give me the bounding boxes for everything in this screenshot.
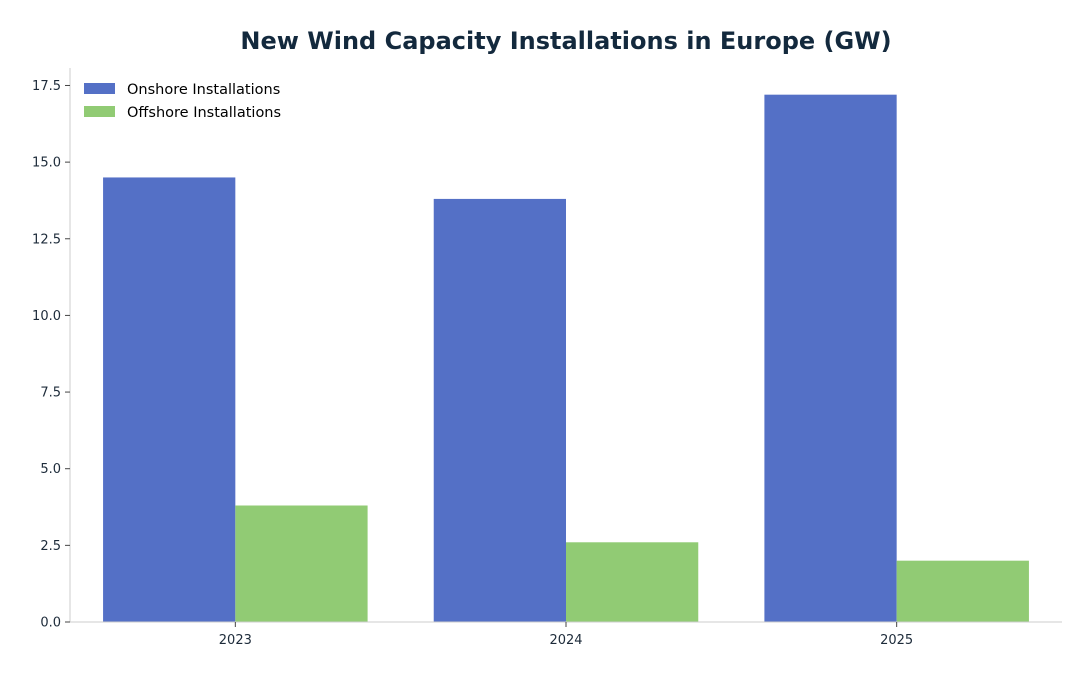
bar-onshore-installations-2025 xyxy=(764,94,897,623)
legend-swatch xyxy=(84,106,115,117)
y-tick-label: 15.0 xyxy=(32,156,61,171)
y-tick-label: 5.0 xyxy=(40,462,61,477)
y-tick-label: 7.5 xyxy=(40,386,61,401)
y-tick-label: 17.5 xyxy=(32,79,61,94)
legend-label: Offshore Installations xyxy=(127,105,281,121)
bar-offshore-installations-2024 xyxy=(566,542,699,622)
y-axis-ticks: 0.0 2.5 5.0 7.5 10.0 12.5 15.0 17.5 xyxy=(32,79,70,631)
y-tick-label: 10.0 xyxy=(32,309,61,324)
legend-label: Onshore Installations xyxy=(127,82,280,98)
chart-title: New Wind Capacity Installations in Europ… xyxy=(240,27,891,55)
legend-swatch xyxy=(84,83,115,94)
bars-group xyxy=(103,94,1029,623)
legend: Onshore Installations Offshore Installati… xyxy=(84,82,281,121)
y-tick-label: 12.5 xyxy=(32,232,61,247)
x-tick-label: 2023 xyxy=(219,633,252,648)
y-tick-label: 0.0 xyxy=(40,616,61,631)
bar-onshore-installations-2024 xyxy=(433,198,566,623)
x-tick-label: 2025 xyxy=(880,633,913,648)
x-axis-ticks: 2023 2024 2025 xyxy=(219,622,913,648)
bar-offshore-installations-2023 xyxy=(235,505,368,622)
bar-offshore-installations-2025 xyxy=(896,560,1029,622)
x-tick-label: 2024 xyxy=(549,633,582,648)
bar-onshore-installations-2023 xyxy=(103,177,236,622)
y-tick-label: 2.5 xyxy=(40,539,61,554)
